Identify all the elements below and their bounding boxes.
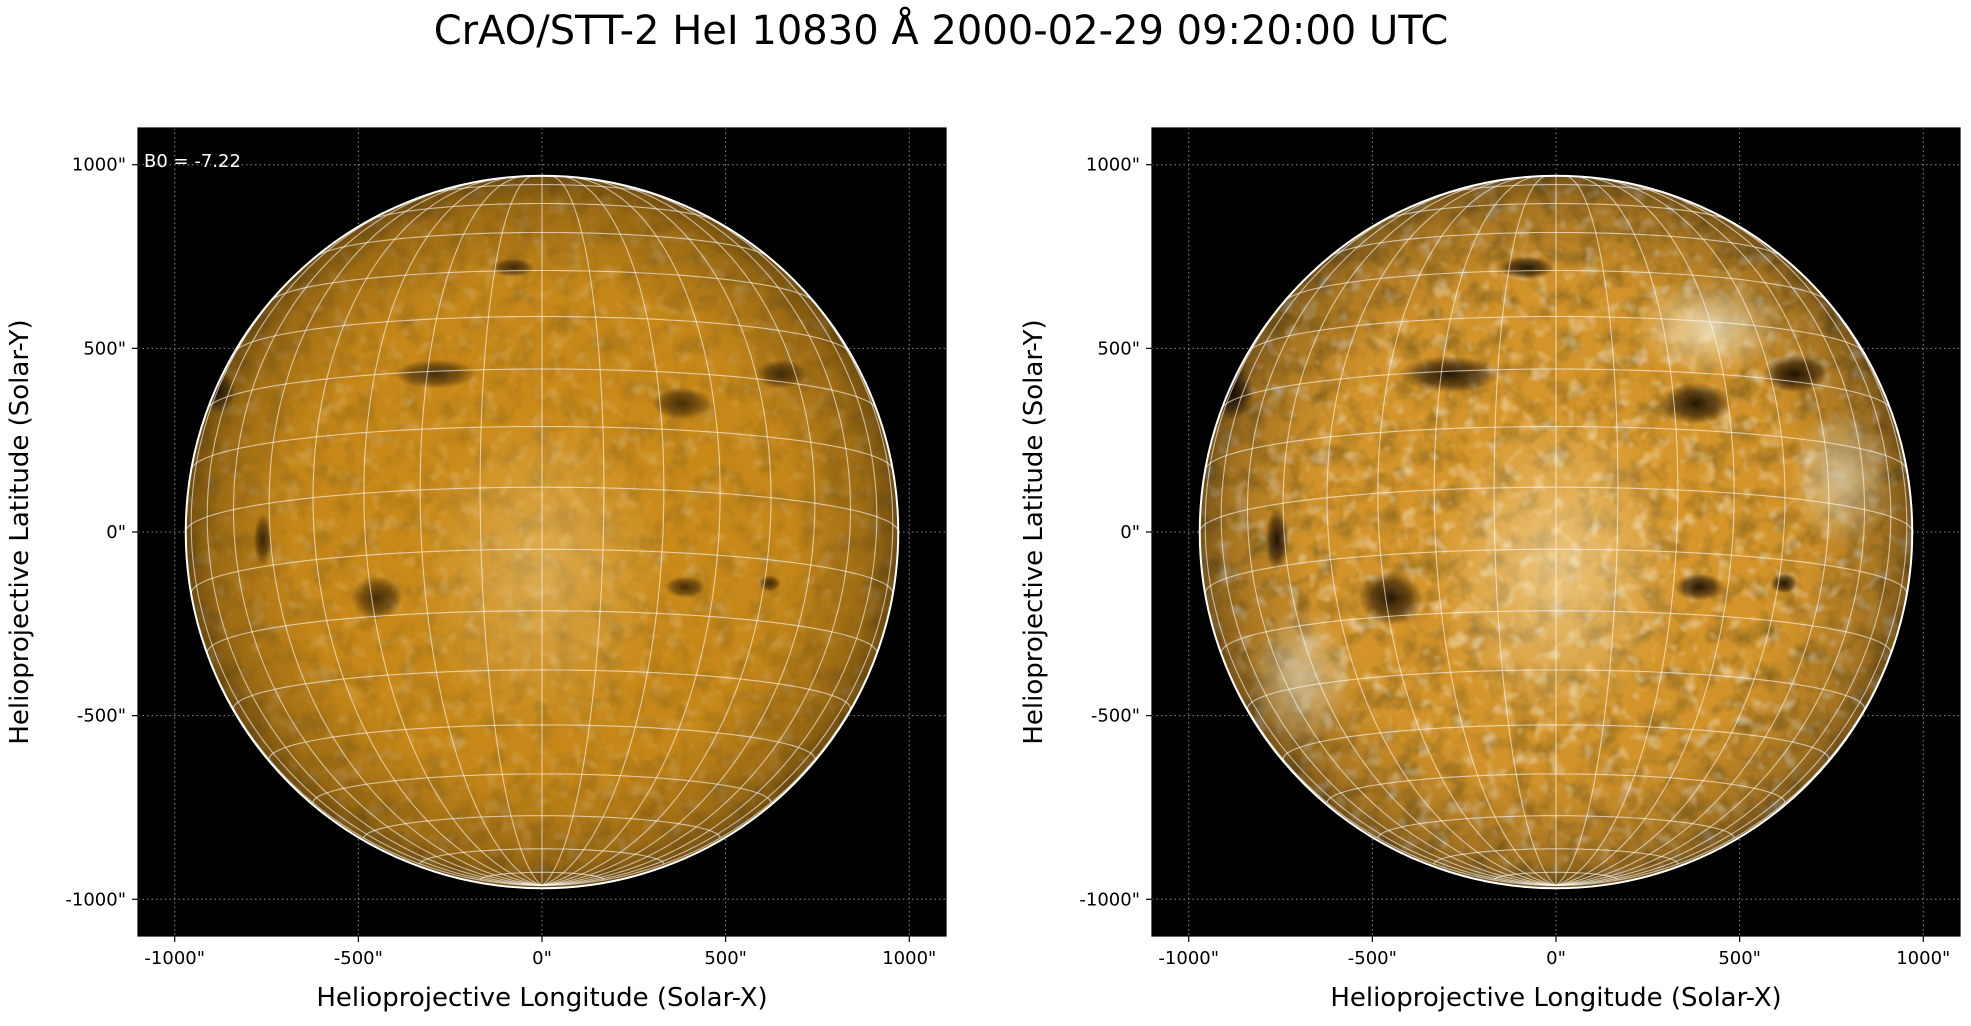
parallel-line [363,815,721,839]
x-tick-label: 1000" [882,948,936,969]
x-axis-label: Helioprojective Longitude (Solar-X) [316,983,767,1013]
parallel-line [312,773,772,803]
parallel-line [1204,425,1908,470]
panel-left: -1000" -500" 0" 500" 1000" 1000" 500" 0" -500" -1… [5,127,947,1013]
parallel-line [1330,231,1782,257]
meridian-line [541,198,878,886]
meridian-line [312,177,543,886]
parallel-line [1442,184,1670,195]
meridian-line [541,248,894,886]
y-axis-label: Helioprojective Latitude (Solar-Y) [5,319,35,744]
x-tick-label: -1000" [1158,948,1219,969]
y-tick-label: 1000" [1086,155,1140,176]
y-tick-label: 500" [83,338,126,359]
meridian-line [1326,177,1557,886]
meridian-line [1204,248,1557,886]
parallel-line [1377,815,1735,839]
parallel-line [1204,548,1908,594]
figure-title: CrAO/STT-2 HeI 10830 Å 2000-02-29 09:20:… [433,8,1449,54]
x-tick-label: -500" [1348,948,1397,969]
solar-limb [1198,174,1914,890]
y-tick-label: 500" [1097,338,1140,359]
parallel-line [1433,848,1679,865]
meridian-line [1555,176,1735,886]
y-tick-label: -1000" [1079,889,1140,910]
solar-disk [185,175,899,889]
parallel-line [1221,368,1891,409]
x-axis-label: Helioprojective Longitude (Solar-X) [1330,983,1781,1013]
meridian-line [1555,175,1679,886]
panel-right: -1000" -500" 0" 500" 1000" 1000" 500" 0" -500" -1… [1019,127,1961,1013]
parallel-line [206,610,878,653]
y-tick-label: -500" [77,706,126,727]
meridian-line [1433,175,1557,886]
x-tick-label: 1000" [1896,948,1950,969]
meridian-line [1377,176,1557,886]
tick-labels: -1000" -500" 0" 500" 1000" 1000" 500" 0" -500" -1… [1079,155,1950,969]
meridian-line [541,175,665,886]
parallel-line [1493,871,1619,881]
parallel-line [1282,724,1830,760]
parallel-line [316,231,768,257]
solar-disk [1199,175,1913,889]
meridian-line [541,176,721,886]
tick-labels: -1000" -500" 0" 500" 1000" 1000" 500" 0" -500" -1… [65,155,936,969]
parallel-line [479,871,605,881]
parallel-line [234,315,850,352]
parallel-line [232,669,852,709]
x-tick-label: 0" [532,948,552,969]
heliographic-grid [185,175,899,886]
parallel-line [268,724,816,760]
x-tick-label: -500" [334,948,383,969]
meridian-line [1555,185,1866,886]
meridian-line [419,175,543,886]
parallel-line [419,848,665,865]
parallel-line [428,184,656,195]
meridian-line [541,185,852,886]
parallel-line [1326,773,1786,803]
y-tick-label: -500" [1091,706,1140,727]
y-tick-label: -1000" [65,889,126,910]
parallel-line [1248,315,1864,352]
meridian-line [206,198,543,886]
meridian-line [232,185,543,886]
parallel-line [190,548,894,594]
meridian-line [541,177,772,886]
meridian-line [1555,248,1908,886]
meridian-line [363,176,543,886]
x-tick-label: -1000" [144,948,205,969]
parallel-line [1199,486,1913,533]
meridian-line [1246,185,1557,886]
meridian-line [541,175,605,886]
b0-annotation: B0 = -7.22 [144,151,241,172]
meridian-line [1555,198,1892,886]
meridian-line [190,248,543,886]
x-tick-label: 500" [704,948,747,969]
meridian-line [1493,175,1557,886]
parallel-line [368,202,716,222]
parallel-line [185,486,899,533]
parallel-line [1220,610,1892,653]
parallel-line [1246,669,1866,709]
y-tick-label: 0" [1120,522,1140,543]
x-tick-label: 0" [1546,948,1566,969]
meridian-line [1555,177,1786,886]
y-tick-label: 0" [106,522,126,543]
meridian-line [479,175,543,886]
solar-limb [184,174,900,890]
y-tick-label: 1000" [72,155,126,176]
parallel-line [207,368,877,409]
meridian-line [1220,198,1557,886]
parallel-line [190,425,894,470]
x-tick-label: 500" [1718,948,1761,969]
parallel-line [1382,202,1730,222]
y-axis-label: Helioprojective Latitude (Solar-Y) [1019,319,1049,744]
heliographic-grid [1199,175,1913,886]
meridian-line [1555,175,1619,886]
parallel-line [1285,269,1827,301]
parallel-line [271,269,813,301]
